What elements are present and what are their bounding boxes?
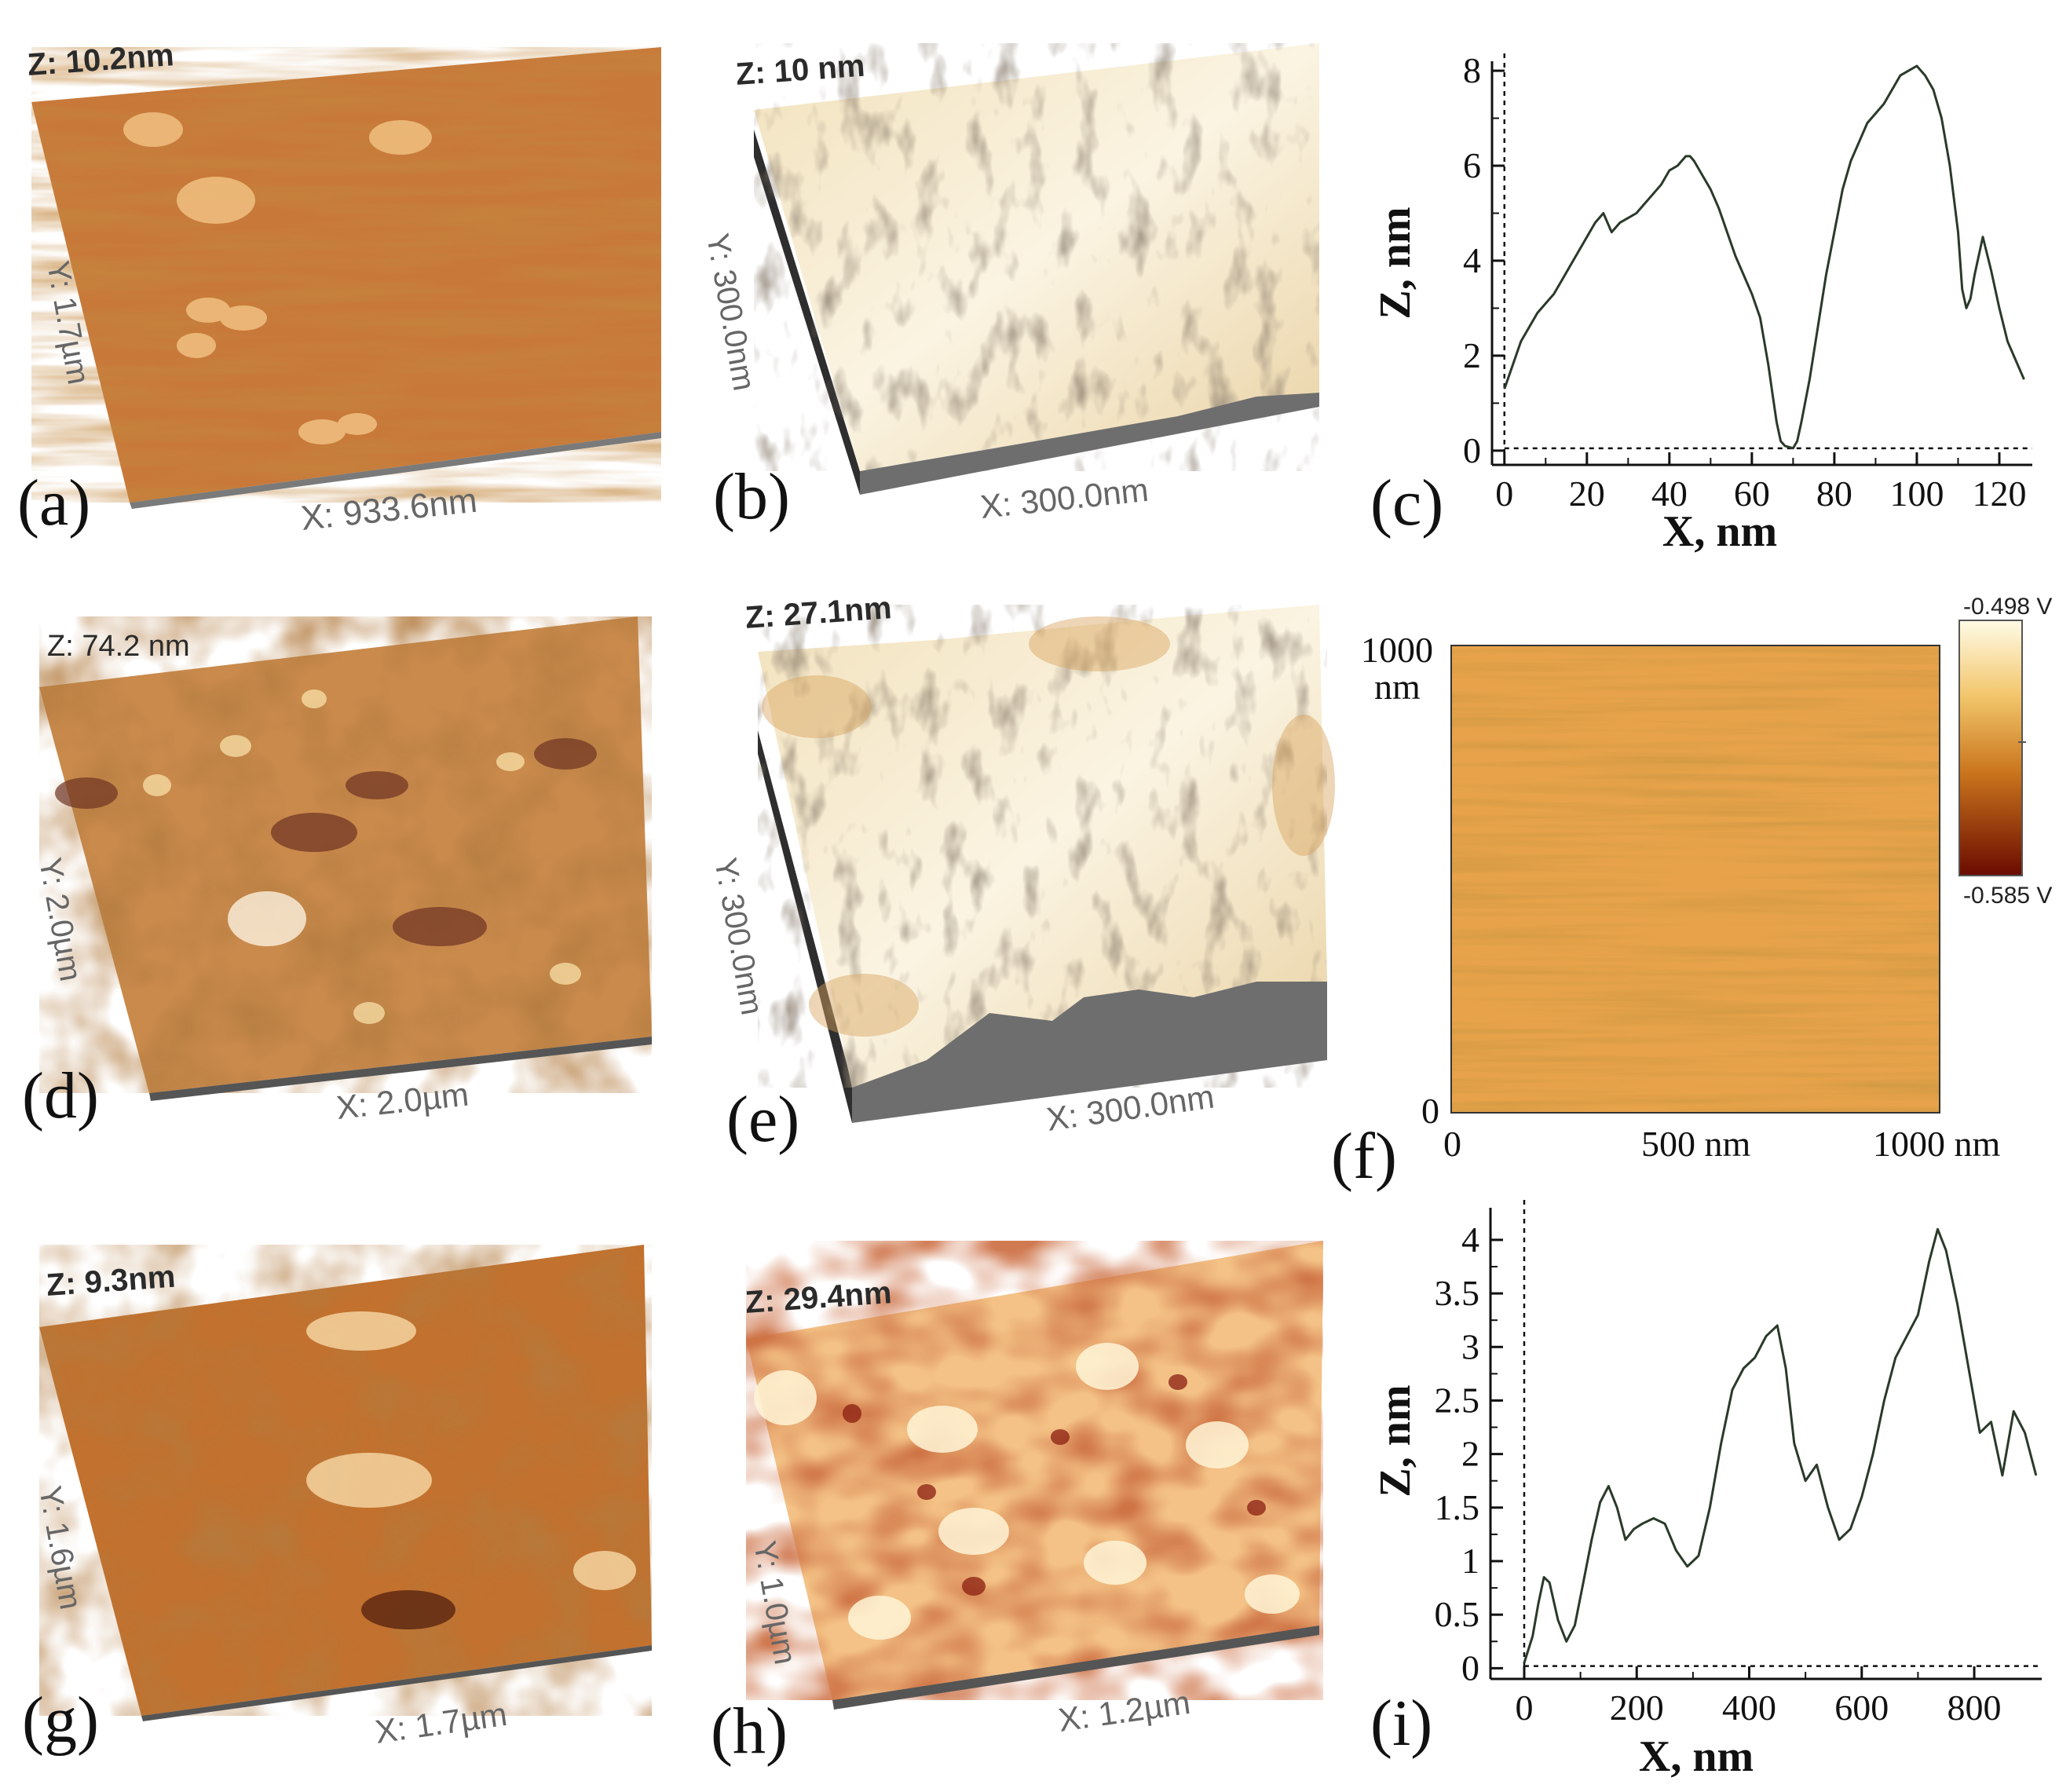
y-tick-label: 0 (1463, 430, 1481, 470)
y-tick-label: 2 (1463, 335, 1481, 375)
afm-side-b (754, 130, 860, 495)
panel-b: Z: 10 nm Y: 300.0nm X: 300.0nm (b) (700, 43, 1319, 533)
afm-texture-b (754, 43, 1319, 471)
afm-grains-d (143, 689, 581, 1024)
map-x-tick-0: 0 (1443, 1124, 1461, 1164)
panel-h: Z: 29.4nm Y: 1.0µm X: 1.2µm (h) (711, 1241, 1323, 1768)
y-label-d: Y: 2.0µm (32, 855, 88, 984)
x-axis-title: X, nm (1639, 1732, 1754, 1781)
afm-edge-d (149, 1037, 652, 1101)
colorbar-max-label: -0.498 V (1963, 594, 2052, 620)
panel-letter-a: (a) (17, 466, 90, 539)
height-profile-line (1523, 1227, 2038, 1663)
z-label-h: Z: 29.4nm (744, 1275, 893, 1320)
colorbar-f (1958, 620, 2023, 876)
panel-letter-g: (g) (22, 1684, 99, 1757)
y-tick-label: 1.5 (1435, 1487, 1480, 1527)
x-tick-label: 80 (1816, 474, 1852, 514)
panel-d: Z: 74.2 nm Y: 2.0µm X: 2.0µm (d) (22, 616, 652, 1132)
y-label-g: Y: 1.6µm (32, 1483, 88, 1612)
colorbar-min-label: -0.585 V (1963, 883, 2052, 909)
x-tick-label: 20 (1569, 474, 1605, 514)
afm-front-e (852, 982, 1327, 1123)
y-tick-label: 0 (1461, 1648, 1479, 1688)
panel-letter-f: (f) (1331, 1120, 1397, 1193)
panel-letter-e: (e) (726, 1083, 799, 1156)
afm-grains-h (754, 1343, 1300, 1640)
y-tick-label: 4 (1463, 240, 1481, 280)
x-label-d: X: 2.0µm (335, 1076, 470, 1126)
map-x-tick-500: 500 nm (1641, 1124, 1751, 1164)
x-axis-title: X, nm (1662, 507, 1777, 556)
height-profile-line (1503, 64, 2025, 450)
y-tick-label: 2.5 (1435, 1380, 1480, 1420)
panel-a: Z: 10.2nm Y: 1.7µm X: 933.6nm (a) (17, 38, 661, 539)
x-tick-label: 600 (1834, 1688, 1889, 1728)
y-axis-title: Z, nm (1371, 207, 1420, 319)
afm-edge-g (141, 1645, 652, 1721)
x-tick-label: 400 (1722, 1688, 1776, 1728)
panel-letter-h: (h) (711, 1695, 788, 1768)
y-tick-label: 2 (1461, 1434, 1479, 1474)
afm-edge-h (832, 1626, 1319, 1710)
potential-map-texture-f (1451, 645, 1940, 1113)
y-label-b: Y: 300.0nm (700, 231, 761, 393)
panel-letter-b: (b) (713, 460, 790, 533)
x-label-g: X: 1.7µm (373, 1695, 510, 1750)
y-tick-label: 0.5 (1435, 1594, 1480, 1634)
x-tick-label: 0 (1495, 474, 1513, 514)
x-tick-label: 800 (1947, 1688, 2002, 1728)
afm-texture-h (746, 1241, 1323, 1700)
line-chart-i: 0 0.5 1 1.5 2 2.5 3 3.5 4 0 200 400 600 800 X, nm Z, nm (1371, 1200, 2042, 1781)
x-tick-label: 100 (1889, 474, 1944, 514)
x-tick-label: 40 (1651, 474, 1688, 514)
afm-dark-spots-d (55, 738, 597, 946)
y-label-h: Y: 1.0µm (747, 1538, 803, 1667)
y-tick-label: 3.5 (1435, 1273, 1480, 1313)
y-tick-label: 6 (1463, 145, 1481, 185)
afm-texture-a (31, 47, 661, 503)
afm-texture-d (39, 616, 652, 1093)
y-tick-label: 4 (1461, 1220, 1479, 1260)
afm-highlights-g (306, 1311, 636, 1590)
map-frame-f (1450, 645, 1940, 1114)
x-tick-label: 60 (1734, 474, 1770, 514)
afm-pits-h (843, 1374, 1266, 1596)
map-y-top: 1000 (1361, 630, 1433, 670)
z-label-d: Z: 74.2 nm (47, 630, 190, 663)
afm-highlights-a (123, 112, 432, 444)
map-x-tick-1000: 1000 nm (1873, 1124, 2001, 1164)
z-label-b: Z: 10 nm (735, 49, 866, 92)
x-tick-label: 0 (1515, 1688, 1533, 1728)
y-tick-label: 1 (1461, 1541, 1479, 1581)
x-label-h: X: 1.2µm (1056, 1684, 1193, 1739)
x-tick-label: 120 (1972, 474, 2026, 514)
z-label-e: Z: 27.1nm (744, 591, 893, 635)
afm-front-b (860, 393, 1319, 495)
y-tick-label: 3 (1461, 1326, 1479, 1366)
panel-g: Z: 9.3nm Y: 1.6µm X: 1.7µm (g) (22, 1245, 652, 1757)
z-label-a: Z: 10.2nm (27, 38, 175, 82)
x-tick-label: 200 (1610, 1688, 1664, 1728)
z-label-g: Z: 9.3nm (46, 1260, 177, 1303)
panel-e: Z: 27.1nm Y: 300.0nm X: 300.0nm (e) (708, 591, 1335, 1156)
panel-f: -0.498 V -0.585 V 1000 nm 0 0 500 nm 100… (1331, 594, 2052, 1193)
y-axis-title: Z, nm (1371, 1384, 1420, 1497)
panel-letter-i: (i) (1370, 1687, 1432, 1760)
afm-texture-e (758, 605, 1327, 1088)
map-y-unit: nm (1374, 667, 1421, 707)
x-label-a: X: 933.6nm (299, 481, 479, 538)
afm-side-e (758, 730, 852, 1123)
afm-edge-a (130, 432, 661, 509)
x-label-b: X: 300.0nm (978, 471, 1150, 525)
panel-letter-c: (c) (1370, 466, 1443, 539)
afm-dark-spot-g (361, 1590, 455, 1629)
y-tick-label: 8 (1463, 50, 1481, 90)
y-label-e: Y: 300.0nm (708, 855, 769, 1018)
afm-shading-e (762, 616, 1335, 1037)
panel-letter-d: (d) (22, 1059, 99, 1132)
map-y-zero: 0 (1421, 1091, 1439, 1131)
